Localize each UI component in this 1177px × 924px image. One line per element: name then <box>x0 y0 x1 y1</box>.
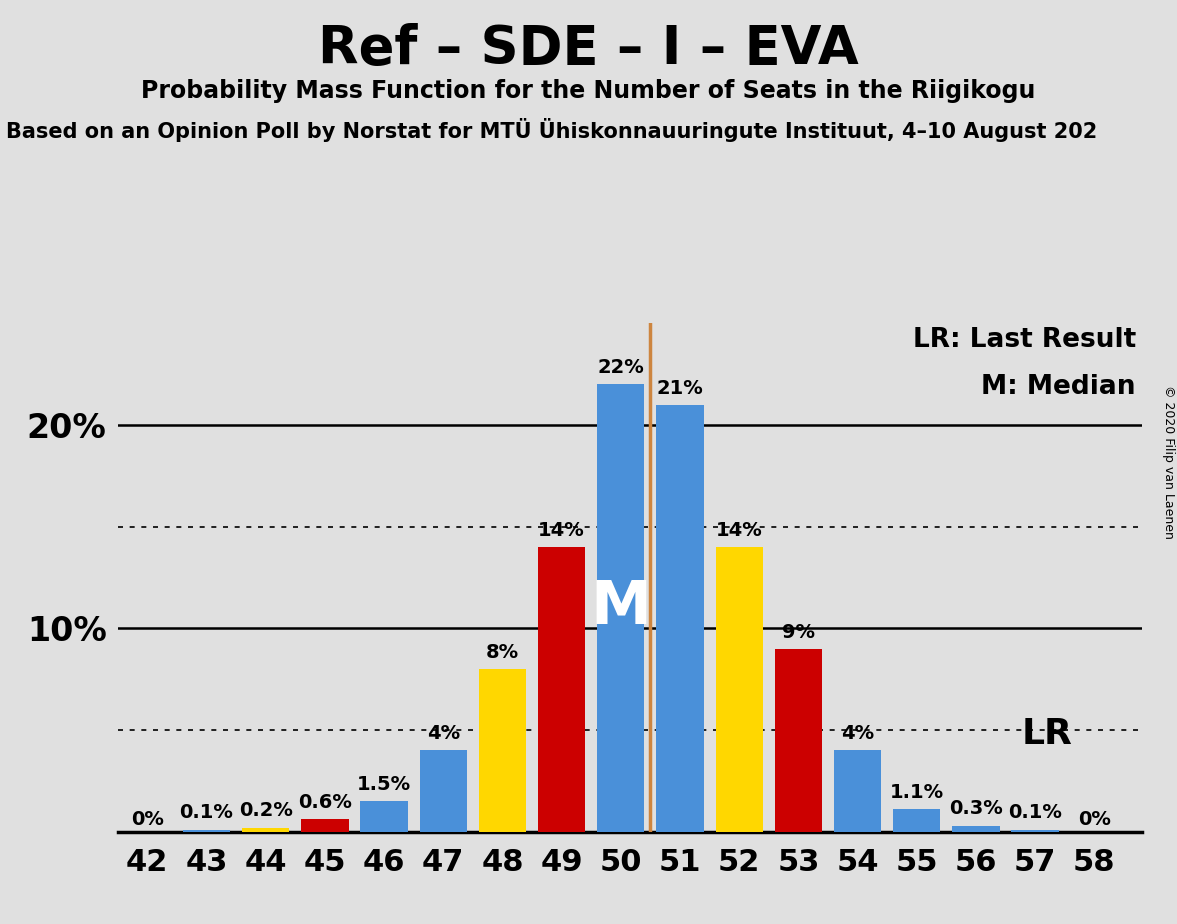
Text: 4%: 4% <box>427 724 460 743</box>
Text: 9%: 9% <box>782 623 814 641</box>
Text: 21%: 21% <box>657 379 704 397</box>
Bar <box>242 828 290 832</box>
Bar <box>360 801 407 832</box>
Bar <box>538 547 585 832</box>
Text: 14%: 14% <box>716 521 763 540</box>
Text: Probability Mass Function for the Number of Seats in the Riigikogu: Probability Mass Function for the Number… <box>141 79 1036 103</box>
Text: 0%: 0% <box>131 809 164 829</box>
Text: 1.5%: 1.5% <box>357 775 411 794</box>
Text: 22%: 22% <box>598 359 644 377</box>
Bar <box>1011 830 1059 832</box>
Bar <box>833 750 882 832</box>
Text: 0.2%: 0.2% <box>239 801 293 821</box>
Bar <box>657 405 704 832</box>
Text: 8%: 8% <box>486 643 519 662</box>
Text: 0%: 0% <box>1078 809 1111 829</box>
Bar <box>597 384 645 832</box>
Text: 0.1%: 0.1% <box>180 804 233 822</box>
Bar <box>893 809 940 832</box>
Bar <box>716 547 763 832</box>
Bar <box>952 825 999 832</box>
Bar <box>182 830 231 832</box>
Text: 0.6%: 0.6% <box>298 794 352 812</box>
Text: 1.1%: 1.1% <box>890 784 944 802</box>
Text: Based on an Opinion Poll by Norstat for MTÜ Ühiskonnauuringute Instituut, 4–10 A: Based on an Opinion Poll by Norstat for … <box>6 118 1097 142</box>
Text: LR: Last Result: LR: Last Result <box>912 327 1136 354</box>
Bar <box>419 750 467 832</box>
Bar <box>479 669 526 832</box>
Text: © 2020 Filip van Laenen: © 2020 Filip van Laenen <box>1162 385 1175 539</box>
Text: M: Median: M: Median <box>982 374 1136 400</box>
Bar <box>301 820 348 832</box>
Text: M: M <box>591 578 651 638</box>
Text: 0.3%: 0.3% <box>949 799 1003 819</box>
Text: Ref – SDE – I – EVA: Ref – SDE – I – EVA <box>318 23 859 75</box>
Bar <box>774 649 822 832</box>
Text: 0.1%: 0.1% <box>1009 804 1062 822</box>
Text: LR: LR <box>1022 717 1072 751</box>
Text: 4%: 4% <box>842 724 875 743</box>
Text: 14%: 14% <box>538 521 585 540</box>
